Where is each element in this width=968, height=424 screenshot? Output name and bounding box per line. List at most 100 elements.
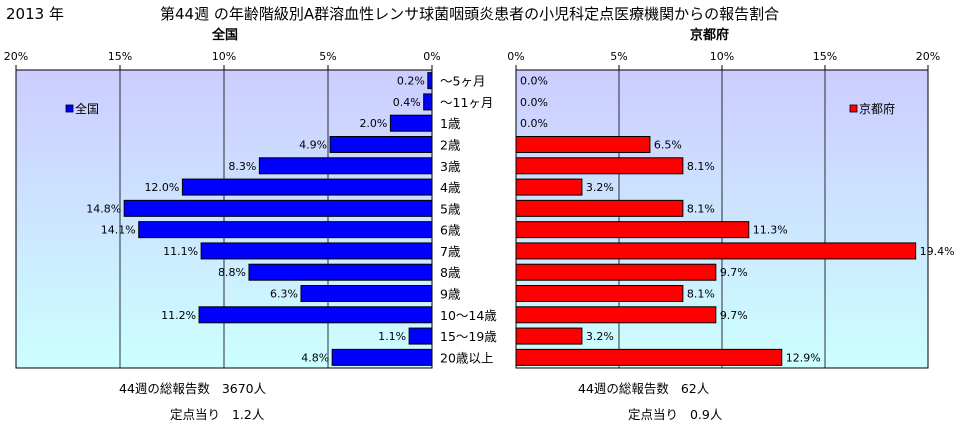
national-panel-title: 全国 bbox=[212, 28, 239, 43]
national-per-site: 定点当り 1.2人 bbox=[170, 404, 264, 423]
national-value-label: 2.0% bbox=[359, 117, 387, 130]
age-category-label: 7歳 bbox=[440, 244, 461, 259]
age-category-label: 4歳 bbox=[440, 180, 461, 195]
national-bar bbox=[329, 136, 433, 153]
kyoto-value-label: 19.4% bbox=[920, 245, 955, 258]
national-total-value: 3670人 bbox=[221, 381, 267, 396]
age-category-label: 2歳 bbox=[440, 138, 461, 153]
kyoto-bar bbox=[515, 348, 783, 366]
national-legend-label: 全国 bbox=[75, 101, 99, 116]
kyoto-bar bbox=[515, 263, 717, 281]
kyoto-bar bbox=[515, 136, 651, 153]
national-value-label: 4.8% bbox=[301, 351, 329, 364]
age-category-label: 8歳 bbox=[440, 265, 461, 280]
kyoto-value-label: 11.3% bbox=[753, 224, 788, 237]
national-total: 44週の総報告数 3670人 bbox=[119, 378, 266, 397]
kyoto-bar bbox=[515, 178, 583, 196]
age-category-label: ～11ヶ月 bbox=[440, 95, 493, 110]
kyoto-bar bbox=[515, 327, 583, 345]
kyoto-value-label: 8.1% bbox=[687, 288, 715, 301]
kyoto-tick-label: 20% bbox=[916, 50, 940, 63]
national-total-label: 44週の総報告数 bbox=[119, 381, 210, 396]
kyoto-value-label: 3.2% bbox=[586, 181, 614, 194]
national-value-label: 14.1% bbox=[101, 224, 136, 237]
kyoto-value-label: 8.1% bbox=[687, 160, 715, 173]
national-tick-label: 10% bbox=[212, 50, 236, 63]
kyoto-value-label: 0.0% bbox=[520, 75, 548, 88]
kyoto-bar bbox=[515, 221, 750, 239]
kyoto-per-site-label: 定点当り bbox=[628, 407, 679, 422]
kyoto-bar bbox=[515, 199, 684, 217]
kyoto-panel-title: 京都府 bbox=[690, 28, 730, 43]
national-value-label: 0.2% bbox=[397, 75, 425, 88]
chart-title: 第44週 の年齢階級別A群溶血性レンサ球菌咽頭炎患者の小児科定点医療機関からの報… bbox=[160, 5, 780, 23]
kyoto-tick-label: 15% bbox=[813, 50, 837, 63]
age-category-label: ～5ヶ月 bbox=[440, 74, 485, 89]
kyoto-value-label: 9.7% bbox=[720, 266, 748, 279]
national-panel: 20% 15% 10% 5% 0% 0.2% 0.4% 2.0% 4.9% 8.3% 12.0% 14… bbox=[4, 50, 441, 369]
national-bar bbox=[300, 285, 433, 302]
national-bar bbox=[138, 221, 433, 239]
age-category-label: 1歳 bbox=[440, 116, 461, 131]
national-value-label: 14.8% bbox=[86, 202, 121, 215]
kyoto-value-label: 6.5% bbox=[654, 139, 682, 152]
age-category-label: 5歳 bbox=[440, 201, 461, 216]
national-value-label: 8.3% bbox=[228, 160, 256, 173]
kyoto-per-site: 定点当り 0.9人 bbox=[628, 404, 722, 423]
kyoto-total-value: 62人 bbox=[680, 381, 710, 396]
year-label: 2013 年 bbox=[6, 5, 64, 23]
national-value-label: 11.1% bbox=[163, 245, 198, 258]
kyoto-value-label: 0.0% bbox=[520, 117, 548, 130]
kyoto-panel: 0% 5% 10% 15% 20% 0.0% 0.0% 0.0% 6.5% 8.1% 3.2% 8.1… bbox=[507, 50, 955, 369]
kyoto-tick-label: 5% bbox=[610, 50, 627, 63]
national-value-label: 0.4% bbox=[393, 96, 421, 109]
national-value-label: 8.8% bbox=[218, 266, 246, 279]
national-bar bbox=[248, 263, 433, 281]
kyoto-tick-label: 10% bbox=[710, 50, 734, 63]
age-category-label: 10～14歳 bbox=[440, 308, 497, 323]
national-bar bbox=[123, 199, 433, 217]
national-bar bbox=[198, 306, 433, 324]
national-bar bbox=[181, 178, 433, 196]
kyoto-value-label: 9.7% bbox=[720, 309, 748, 322]
national-tick-label: 0% bbox=[423, 50, 440, 63]
national-bar bbox=[427, 72, 433, 90]
national-per-site-label: 定点当り bbox=[170, 407, 221, 422]
kyoto-value-label: 12.9% bbox=[786, 351, 821, 364]
kyoto-bar bbox=[515, 157, 684, 175]
national-value-label: 11.2% bbox=[161, 309, 196, 322]
age-category-label: 3歳 bbox=[440, 159, 461, 174]
national-bar bbox=[200, 242, 433, 260]
age-category-label: 20歳以上 bbox=[440, 350, 493, 365]
national-value-label: 12.0% bbox=[144, 181, 179, 194]
age-category-label: 9歳 bbox=[440, 287, 461, 302]
national-tick-label: 15% bbox=[108, 50, 132, 63]
national-tick-label: 5% bbox=[319, 50, 336, 63]
kyoto-total-label: 44週の総報告数 bbox=[578, 381, 669, 396]
national-value-label: 6.3% bbox=[270, 288, 298, 301]
kyoto-legend-swatch bbox=[849, 104, 858, 113]
kyoto-value-label: 8.1% bbox=[687, 202, 715, 215]
kyoto-bar bbox=[515, 306, 717, 324]
kyoto-legend-label: 京都府 bbox=[859, 101, 895, 116]
kyoto-bar bbox=[515, 242, 917, 260]
kyoto-value-label: 3.2% bbox=[586, 330, 614, 343]
national-bar bbox=[331, 348, 433, 366]
age-category-label: 15～19歳 bbox=[440, 329, 497, 344]
national-bar bbox=[423, 93, 433, 111]
kyoto-tick-label: 0% bbox=[507, 50, 524, 63]
national-per-site-value: 1.2人 bbox=[231, 407, 265, 422]
age-category-labels: ～5ヶ月 ～11ヶ月 1歳 2歳 3歳 4歳 5歳 6歳 7歳 8歳 9歳 10～14歳 15～19歳 2… bbox=[440, 74, 497, 366]
kyoto-bar bbox=[515, 285, 684, 302]
kyoto-per-site-value: 0.9人 bbox=[689, 407, 723, 422]
national-bar bbox=[389, 114, 433, 132]
national-legend-swatch bbox=[65, 104, 74, 113]
national-tick-label: 20% bbox=[4, 50, 28, 63]
kyoto-value-label: 0.0% bbox=[520, 96, 548, 109]
kyoto-total: 44週の総報告数 62人 bbox=[578, 378, 709, 397]
national-value-label: 1.1% bbox=[378, 330, 406, 343]
age-category-label: 6歳 bbox=[440, 223, 461, 238]
national-value-label: 4.9% bbox=[299, 139, 327, 152]
